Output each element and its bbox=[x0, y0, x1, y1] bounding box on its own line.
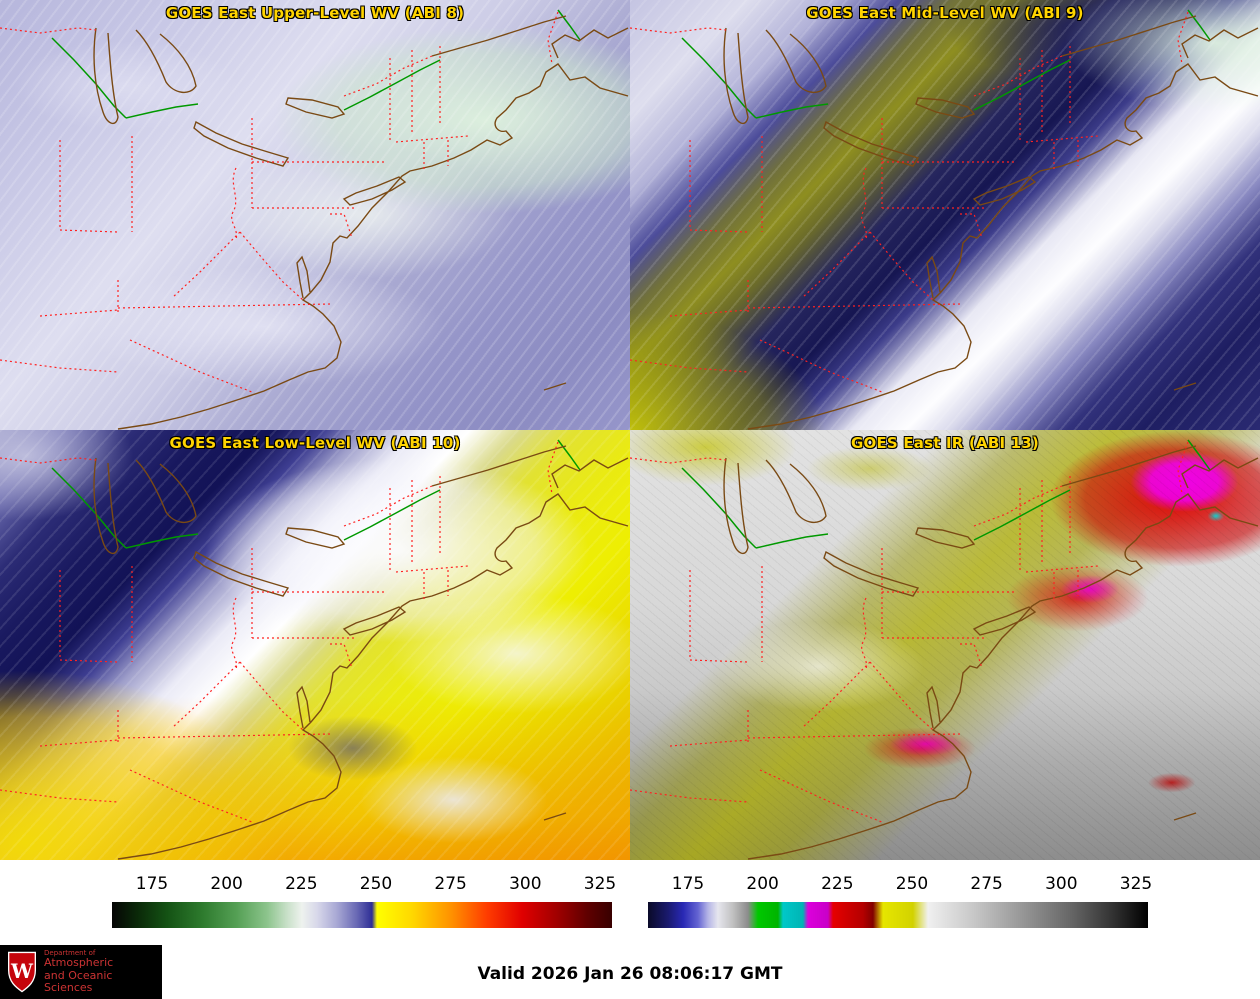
ir-colorbar: 175 200 225 250 275 300 325 bbox=[630, 874, 1260, 945]
panel-title: GOES East Mid-Level WV (ABI 9) bbox=[806, 4, 1084, 22]
panel-low-level-wv: GOES East Low-Level WV (ABI 10) bbox=[0, 430, 630, 860]
logo-line2: and Oceanic Sciences bbox=[44, 968, 113, 995]
panel-ir: GOES East IR (ABI 13) bbox=[630, 430, 1260, 860]
panel-grid: GOES East Upper-Level WV (ABI 8) GOES Ea… bbox=[0, 0, 1260, 860]
panel-mid-level-wv: GOES East Mid-Level WV (ABI 9) bbox=[630, 0, 1260, 430]
map-overlay bbox=[630, 439, 1259, 860]
ir-colorbar-gradient bbox=[648, 902, 1148, 928]
wv-colorbar-gradient bbox=[112, 902, 612, 928]
footer: W Department of Atmospheric and Oceanic … bbox=[0, 945, 1260, 999]
colorbar-tick: 275 bbox=[434, 874, 467, 894]
ir-colorbar-ticks: 175 200 225 250 275 300 325 bbox=[648, 874, 1152, 900]
panel-title: GOES East Low-Level WV (ABI 10) bbox=[169, 434, 461, 452]
colorbar-tick: 250 bbox=[359, 874, 393, 894]
colorbar-tick: 175 bbox=[135, 874, 169, 894]
colorbar-tick: 275 bbox=[970, 874, 1003, 894]
colorbar-tick: 325 bbox=[583, 874, 617, 894]
colorbar-section: 175 200 225 250 275 300 325 175 200 225 … bbox=[0, 860, 1260, 945]
crest-letter: W bbox=[10, 960, 34, 983]
uw-crest-icon: W bbox=[8, 951, 36, 993]
logo-line1: Atmospheric bbox=[44, 956, 114, 970]
wv-colorbar-ticks: 175 200 225 250 275 300 325 bbox=[112, 874, 616, 900]
panel-upper-level-wv: GOES East Upper-Level WV (ABI 8) bbox=[0, 0, 630, 430]
colorbar-tick: 300 bbox=[509, 874, 542, 894]
colorbar-tick: 250 bbox=[895, 874, 929, 894]
colorbar-tick: 300 bbox=[1045, 874, 1078, 894]
colorbar-tick: 200 bbox=[210, 874, 243, 894]
map-overlay bbox=[0, 9, 629, 430]
uw-aos-logo: W Department of Atmospheric and Oceanic … bbox=[0, 945, 162, 999]
colorbar-tick: 225 bbox=[285, 874, 318, 894]
map-overlay bbox=[0, 439, 629, 860]
logo-text: Department of Atmospheric and Oceanic Sc… bbox=[44, 949, 156, 995]
panel-title: GOES East IR (ABI 13) bbox=[850, 434, 1039, 452]
colorbar-tick: 225 bbox=[821, 874, 854, 894]
colorbar-tick: 175 bbox=[671, 874, 705, 894]
panel-title: GOES East Upper-Level WV (ABI 8) bbox=[165, 4, 465, 22]
colorbar-tick: 200 bbox=[746, 874, 779, 894]
colorbar-tick: 325 bbox=[1119, 874, 1153, 894]
logo-dept-label: Department of bbox=[44, 949, 96, 958]
wv-colorbar: 175 200 225 250 275 300 325 bbox=[0, 874, 630, 945]
map-overlay bbox=[630, 9, 1259, 430]
valid-timestamp: Valid 2026 Jan 26 08:06:17 GMT bbox=[477, 964, 783, 984]
